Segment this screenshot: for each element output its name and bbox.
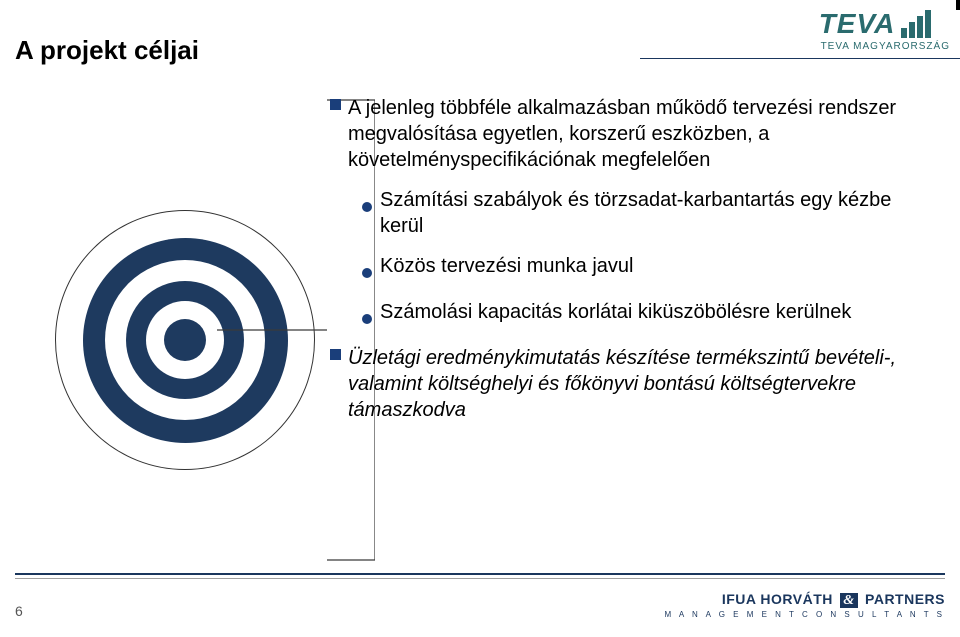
footer-brand-b: PARTNERS	[865, 591, 945, 607]
content-area: A jelenleg többféle alkalmazásban működő…	[55, 95, 920, 527]
bullet-text: Üzletági eredménykimutatás készítése ter…	[348, 345, 920, 423]
slide-title: A projekt céljai	[15, 35, 199, 66]
page-number: 6	[15, 603, 23, 619]
dot-bullet-icon	[362, 187, 380, 219]
footer-amp-icon: &	[840, 593, 857, 608]
corner-mark	[956, 0, 960, 10]
logo-underline	[640, 58, 960, 59]
logo-country: TEVA MAGYARORSZÁG	[800, 41, 950, 52]
dot-bullet-icon	[362, 299, 380, 331]
bullet-lvl2: Közös tervezési munka javul	[330, 253, 920, 285]
slide: A projekt céljai TEVA TEVA MAGYARORSZÁG …	[0, 0, 960, 637]
bullet-text: Számítási szabályok és törzsadat-karbant…	[380, 187, 920, 239]
dot-bullet-icon	[362, 253, 380, 285]
logo-brand-text: TEVA	[819, 8, 896, 40]
bullet-lvl2: Számolási kapacitás korlátai kiküszöbölé…	[330, 299, 920, 331]
footer-rule-2	[15, 578, 945, 579]
bullet-text: Közös tervezési munka javul	[380, 253, 920, 279]
footer-rule-1	[15, 573, 945, 575]
bullet-text: A jelenleg többféle alkalmazásban működő…	[348, 95, 920, 173]
target-ring	[164, 319, 206, 361]
text-block: A jelenleg többféle alkalmazásban működő…	[330, 95, 920, 437]
square-bullet-icon	[330, 95, 348, 108]
square-bullet-icon	[330, 345, 348, 358]
bullet-lvl1: A jelenleg többféle alkalmazásban működő…	[330, 95, 920, 173]
bullet-lvl2: Számítási szabályok és törzsadat-karbant…	[330, 187, 920, 239]
bullet-lvl1: Üzletági eredménykimutatás készítése ter…	[330, 345, 920, 423]
bullet-text: Számolási kapacitás korlátai kiküszöbölé…	[380, 299, 920, 325]
footer-tagline: M A N A G E M E N T C O N S U L T A N T …	[664, 610, 945, 619]
logo-bars-icon	[899, 10, 931, 38]
footer-brand-a: IFUA HORVÁTH	[722, 591, 833, 607]
company-logo: TEVA TEVA MAGYARORSZÁG	[800, 8, 950, 52]
footer-brand: IFUA HORVÁTH & PARTNERS M A N A G E M E …	[664, 591, 945, 619]
